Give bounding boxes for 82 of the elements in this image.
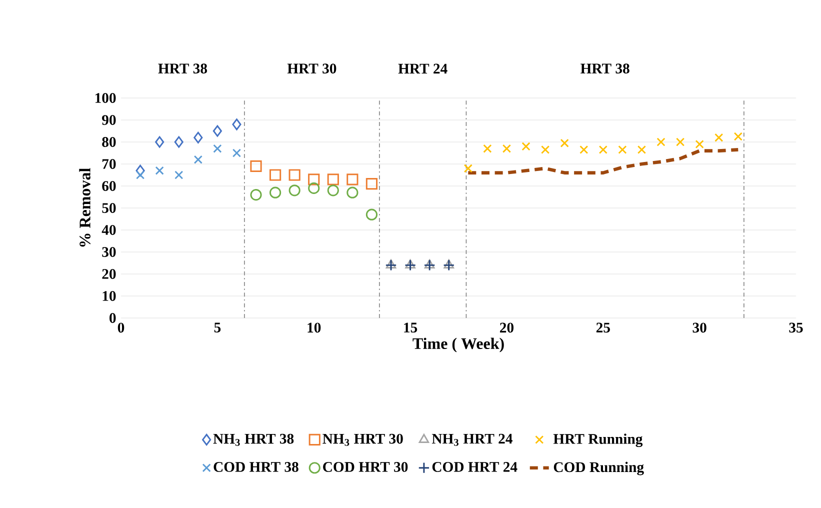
point	[250, 189, 262, 201]
x-tick-label: 25	[596, 322, 610, 333]
point	[327, 184, 339, 196]
point	[269, 186, 282, 198]
point	[155, 136, 164, 148]
point	[232, 148, 242, 158]
point	[269, 169, 282, 181]
point	[194, 155, 202, 164]
point	[346, 174, 358, 186]
point	[366, 178, 378, 190]
point	[580, 145, 588, 154]
legend-label: NH$_{3}$ HRT 38	[213, 434, 294, 446]
point	[618, 145, 627, 154]
x-axis-title: Time ( Week)	[412, 338, 504, 352]
y-tick-label: 100	[95, 93, 116, 103]
y-tick-label: 90	[102, 115, 116, 125]
point	[424, 259, 435, 268]
point	[250, 160, 262, 172]
legend-label: COD HRT 38	[214, 462, 298, 472]
point	[385, 259, 397, 272]
text: HRT 30	[287, 64, 336, 74]
point	[734, 132, 742, 141]
point	[155, 166, 164, 175]
y-tick-label: 50	[102, 203, 116, 213]
point	[174, 136, 184, 148]
legend-label: NH$_{3}$ HRT 24	[432, 434, 512, 446]
y-tick-label: 80	[102, 137, 116, 147]
point	[483, 144, 492, 153]
point	[136, 170, 145, 180]
point	[327, 174, 339, 186]
point	[288, 169, 300, 181]
point	[213, 144, 222, 153]
point	[464, 164, 472, 173]
legend-label: COD Running	[554, 462, 644, 476]
legend-label: COD HRT 24	[432, 462, 518, 472]
point	[212, 125, 222, 137]
point	[232, 118, 242, 130]
text: HRT 24	[398, 64, 448, 74]
x-tick-label: 15	[404, 322, 418, 333]
point	[288, 184, 300, 196]
point	[174, 170, 184, 180]
x-tick-label: 10	[308, 322, 321, 333]
y-axis-title: % Removal	[79, 168, 90, 247]
y-tick-label: 10	[102, 291, 116, 301]
x-tick-label: 5	[214, 322, 221, 332]
legend-label: COD HRT 30	[323, 462, 408, 472]
y-tick-label: 60	[102, 181, 116, 191]
point	[560, 138, 569, 148]
point	[443, 259, 455, 272]
point	[308, 182, 320, 194]
y-tick-label: 70	[102, 159, 116, 169]
point	[424, 259, 436, 272]
point	[386, 259, 396, 268]
x-tick-label: 35	[789, 322, 803, 333]
point	[444, 259, 454, 268]
point	[136, 164, 145, 176]
legend-label: HRT Running	[553, 434, 643, 448]
y-tick-label: 20	[102, 269, 116, 279]
text: HRT 38	[580, 64, 630, 74]
x-tick-label: 20	[500, 322, 514, 333]
point	[540, 145, 550, 154]
y-tick-label: 40	[102, 225, 116, 235]
point	[404, 259, 416, 272]
point	[676, 138, 685, 146]
x-tick-label: 0	[118, 322, 124, 333]
y-tick-label: 0	[110, 313, 116, 323]
y-tick-label: 30	[102, 247, 116, 257]
x-tick-label: 30	[692, 322, 706, 333]
point	[405, 259, 416, 268]
point	[366, 208, 378, 220]
legend-label: NH$_{3}$ HRT 30	[322, 434, 403, 446]
point	[522, 142, 530, 151]
point	[598, 145, 608, 154]
point	[656, 138, 666, 146]
text: HRT 38	[158, 64, 208, 74]
point	[502, 144, 512, 153]
point	[714, 133, 724, 142]
point	[637, 145, 646, 154]
point	[194, 132, 203, 144]
point	[346, 186, 358, 198]
point	[695, 140, 704, 149]
point	[308, 174, 320, 186]
